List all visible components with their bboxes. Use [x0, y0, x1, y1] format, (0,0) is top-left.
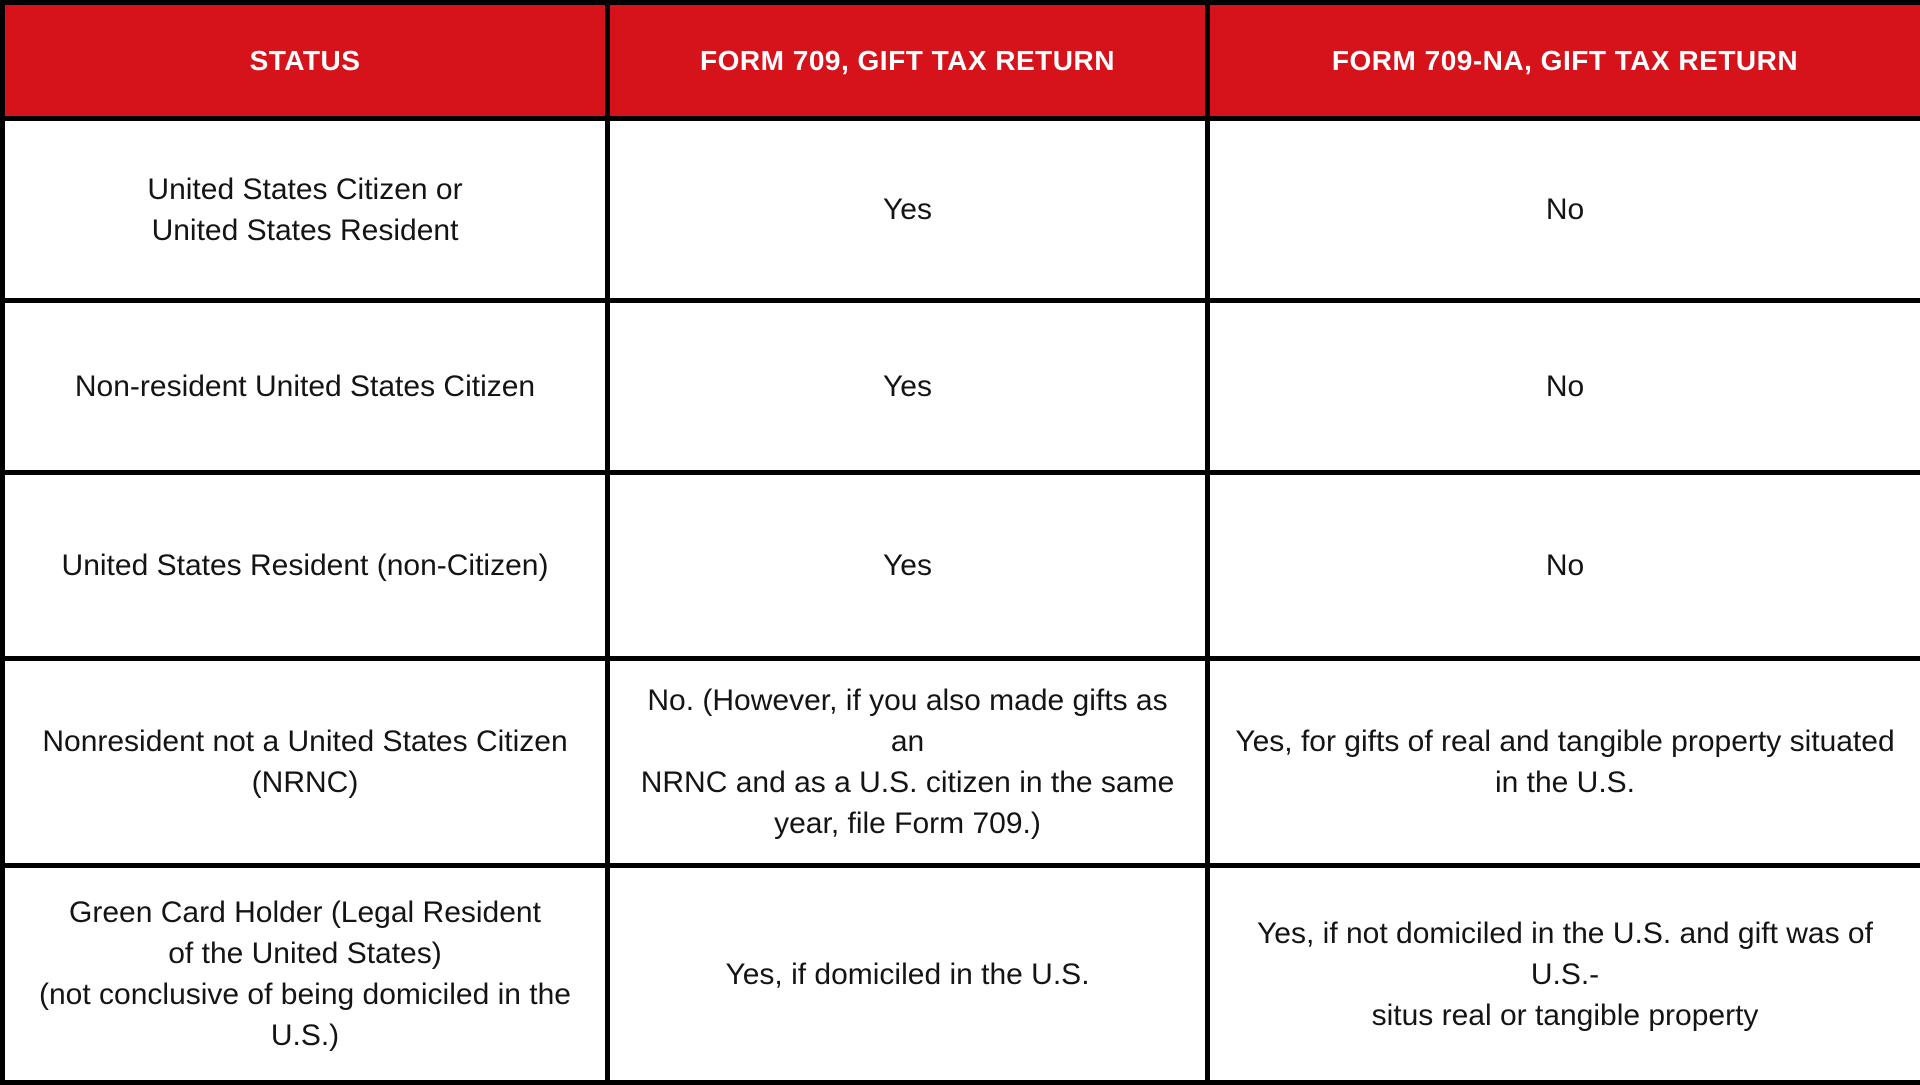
cell-form709-us-citizen-or-resident: Yes: [608, 119, 1208, 301]
header-row: STATUS FORM 709, GIFT TAX RETURN FORM 70…: [3, 3, 1920, 119]
column-header-form-709: FORM 709, GIFT TAX RETURN: [608, 3, 1208, 119]
cell-form709-green-card-holder: Yes, if domiciled in the U.S.: [608, 866, 1208, 1083]
cell-form709na-us-citizen-or-resident: No: [1208, 119, 1920, 301]
cell-status-us-resident-noncitizen: United States Resident (non-Citizen): [3, 473, 608, 659]
table-row: United States Resident (non-Citizen) Yes…: [3, 473, 1920, 659]
cell-form709na-green-card-holder: Yes, if not domiciled in the U.S. and gi…: [1208, 866, 1920, 1083]
cell-status-us-citizen-or-resident: United States Citizen or United States R…: [3, 119, 608, 301]
cell-status-nrnc: Nonresident not a United States Citizen …: [3, 659, 608, 866]
cell-form709na-nrnc: Yes, for gifts of real and tangible prop…: [1208, 659, 1920, 866]
table-row: Non-resident United States Citizen Yes N…: [3, 301, 1920, 473]
cell-status-green-card-holder: Green Card Holder (Legal Resident of the…: [3, 866, 608, 1083]
cell-form709na-us-resident-noncitizen: No: [1208, 473, 1920, 659]
cell-form709-us-resident-noncitizen: Yes: [608, 473, 1208, 659]
table-row: United States Citizen or United States R…: [3, 119, 1920, 301]
cell-form709-nonresident-us-citizen: Yes: [608, 301, 1208, 473]
column-header-status: STATUS: [3, 3, 608, 119]
cell-form709na-nonresident-us-citizen: No: [1208, 301, 1920, 473]
table-row: Green Card Holder (Legal Resident of the…: [3, 866, 1920, 1083]
column-header-form-709-na: FORM 709-NA, GIFT TAX RETURN: [1208, 3, 1920, 119]
cell-form709-nrnc: No. (However, if you also made gifts as …: [608, 659, 1208, 866]
table-row: Nonresident not a United States Citizen …: [3, 659, 1920, 866]
cell-status-nonresident-us-citizen: Non-resident United States Citizen: [3, 301, 608, 473]
